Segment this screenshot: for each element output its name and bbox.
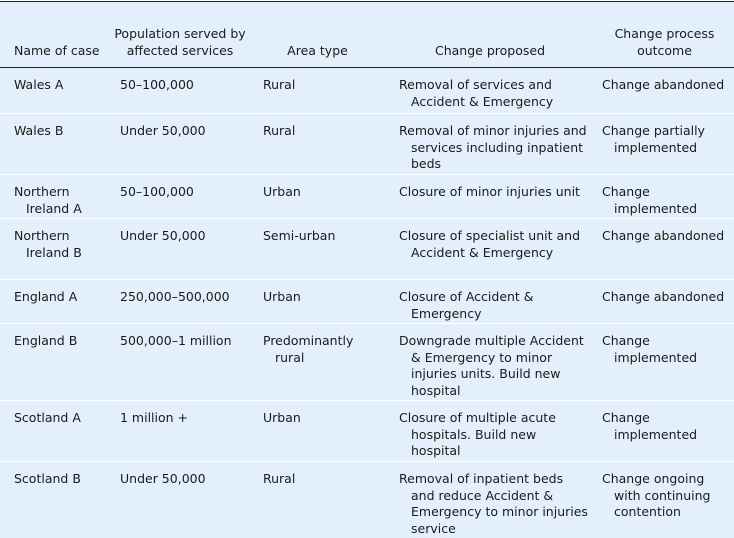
table-cell: Northern Ireland B [14,228,82,260]
table-cell: Removal of inpatient beds and reduce Acc… [399,471,588,536]
table-row: Northern Ireland A 50–100,000 Urban Closure… [0,175,734,219]
table-cell: 50–100,000 [120,184,194,199]
table-cell: 50–100,000 [120,77,194,92]
table-cell: Rural [263,123,296,138]
table-cell: Urban [263,184,301,199]
table-cell: Removal of minor injuries and services i… [399,123,587,171]
table-cell: Closure of specialist unit and Accident … [399,228,581,260]
table-cell: Scotland A [14,410,81,425]
table-cell: Scotland B [14,471,81,486]
table-cell: Northern Ireland A [14,184,82,216]
table-cell: Under 50,000 [120,228,206,243]
table-cell: England A [14,289,78,304]
table-cell: Change implemented [602,410,698,442]
table-cell: Change abandoned [602,228,725,243]
table-body: Wales A 50–100,000 Rural Removal of service… [0,68,734,538]
table-cell: Urban [263,410,301,425]
table-cell: Downgrade multiple Accident & Emergency … [399,333,584,398]
header-cell: Name of case [14,42,100,58]
table-cell: 250,000–500,000 [120,289,230,304]
table-cell: Removal of services and Accident & Emerg… [399,77,554,109]
table-row: Northern Ireland B Under 50,000 Semi-urban… [0,219,734,280]
table-header: Name of case Population served by affecte… [0,2,734,68]
table-cell: Urban [263,289,301,304]
table-row: England B 500,000–1 million Predominantly … [0,324,734,401]
table-row: Scotland A 1 million + Urban Closure of mul… [0,401,734,462]
table-cell: Change partially implemented [602,123,705,155]
table-cell: Change abandoned [602,289,725,304]
table-cell: Wales B [14,123,64,138]
table-cell: Under 50,000 [120,123,206,138]
table-cell: Predominantly rural [263,333,354,365]
table-cell: Closure of Accident & Emergency [399,289,534,321]
table-cell: Change implemented [602,333,698,365]
table-row: Wales A 50–100,000 Rural Removal of service… [0,68,734,114]
header-cell: Change process outcome [614,26,715,58]
table-cell: Change ongoing with continuing contentio… [602,471,711,519]
table-cell: Closure of multiple acute hospitals. Bui… [399,410,556,458]
table-row: Scotland B Under 50,000 Rural Removal of in… [0,462,734,538]
table-cell: Rural [263,471,296,486]
table-cell: Change abandoned [602,77,725,92]
table-cell: Wales A [14,77,64,92]
table-cell: Semi-urban [263,228,336,243]
table-cell: England B [14,333,78,348]
header-row: Name of case Population served by affecte… [0,2,734,68]
table-cell: Closure of minor injuries unit [399,184,580,199]
table-row: Wales B Under 50,000 Rural Removal of minor… [0,114,734,175]
header-cell: Area type [287,42,348,58]
table-cell: 1 million + [120,410,189,425]
table-row: England A 250,000–500,000 Urban Closure of … [0,280,734,324]
table-cell: Under 50,000 [120,471,206,486]
header-cell: Population served by affected services [114,26,246,58]
table-cell: Change implemented [602,184,698,216]
table-cell: Rural [263,77,296,92]
table-cell: 500,000–1 million [120,333,232,348]
header-cell: Change proposed [435,42,545,58]
